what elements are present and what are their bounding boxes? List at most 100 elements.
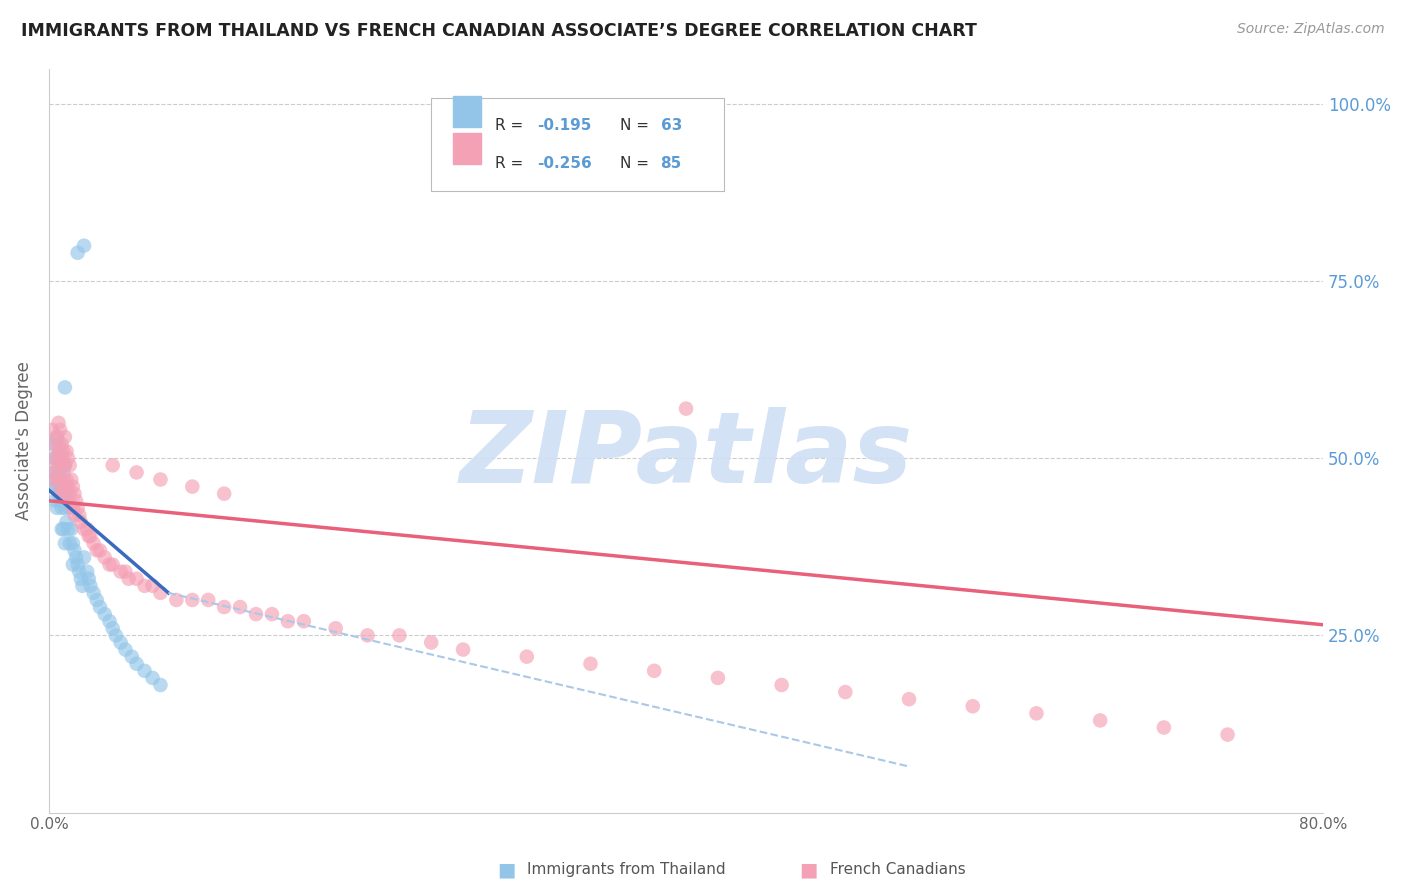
- Text: IMMIGRANTS FROM THAILAND VS FRENCH CANADIAN ASSOCIATE’S DEGREE CORRELATION CHART: IMMIGRANTS FROM THAILAND VS FRENCH CANAD…: [21, 22, 977, 40]
- Point: [67, 565, 90, 579]
- Point: [49, 480, 72, 494]
- Point: [49, 473, 72, 487]
- Point: [52, 493, 75, 508]
- Point: [149, 473, 172, 487]
- Text: R =: R =: [495, 119, 529, 134]
- Point: [89, 600, 111, 615]
- Point: [141, 671, 163, 685]
- Point: [55, 486, 77, 500]
- Point: [1153, 721, 1175, 735]
- Point: [45, 430, 67, 444]
- Point: [52, 466, 75, 480]
- Point: [49, 451, 72, 466]
- Point: [76, 522, 98, 536]
- Text: ■: ■: [799, 860, 818, 880]
- Point: [62, 536, 84, 550]
- Point: [260, 607, 283, 621]
- Point: [59, 486, 82, 500]
- Point: [181, 480, 204, 494]
- Point: [51, 480, 73, 494]
- Point: [101, 458, 124, 473]
- Point: [41, 423, 63, 437]
- Point: [55, 444, 77, 458]
- Point: [149, 678, 172, 692]
- Point: [48, 473, 70, 487]
- Point: [45, 451, 67, 466]
- Point: [388, 628, 411, 642]
- Point: [1088, 714, 1111, 728]
- Point: [59, 458, 82, 473]
- Point: [356, 628, 378, 642]
- Point: [52, 444, 75, 458]
- Point: [49, 493, 72, 508]
- Point: [66, 245, 89, 260]
- Point: [79, 579, 101, 593]
- Point: [89, 543, 111, 558]
- Point: [125, 466, 148, 480]
- Point: [66, 500, 89, 515]
- Point: [181, 593, 204, 607]
- Point: [125, 657, 148, 671]
- Point: [245, 607, 267, 621]
- Bar: [453, 96, 481, 128]
- Point: [56, 493, 79, 508]
- Point: [42, 480, 65, 494]
- Point: [53, 458, 76, 473]
- Text: 63: 63: [661, 119, 682, 134]
- Point: [42, 451, 65, 466]
- Point: [675, 401, 697, 416]
- Point: [579, 657, 602, 671]
- Point: [67, 508, 90, 522]
- Point: [93, 550, 115, 565]
- Point: [83, 536, 105, 550]
- Point: [134, 664, 156, 678]
- Point: [48, 437, 70, 451]
- Text: ZIPatlas: ZIPatlas: [460, 407, 912, 504]
- Point: [63, 508, 86, 522]
- Point: [49, 423, 72, 437]
- Point: [51, 500, 73, 515]
- Point: [73, 550, 96, 565]
- Point: [93, 607, 115, 621]
- Point: [516, 649, 538, 664]
- Point: [451, 642, 474, 657]
- Point: [69, 515, 91, 529]
- Point: [125, 572, 148, 586]
- FancyBboxPatch shape: [432, 98, 724, 191]
- Point: [141, 579, 163, 593]
- Point: [149, 586, 172, 600]
- Point: [48, 486, 70, 500]
- Point: [101, 558, 124, 572]
- Point: [76, 565, 98, 579]
- Point: [134, 579, 156, 593]
- Point: [962, 699, 984, 714]
- Point: [45, 430, 67, 444]
- Point: [51, 458, 73, 473]
- Point: [420, 635, 443, 649]
- Point: [277, 614, 299, 628]
- Point: [62, 500, 84, 515]
- Point: [44, 466, 66, 480]
- Point: [60, 473, 83, 487]
- Text: French Canadians: French Canadians: [830, 863, 966, 877]
- Point: [56, 480, 79, 494]
- Point: [643, 664, 665, 678]
- Point: [51, 486, 73, 500]
- Point: [44, 437, 66, 451]
- Point: [51, 437, 73, 451]
- Point: [62, 480, 84, 494]
- Point: [59, 500, 82, 515]
- Point: [48, 444, 70, 458]
- Point: [73, 238, 96, 252]
- Text: -0.256: -0.256: [537, 155, 592, 170]
- Point: [83, 586, 105, 600]
- Point: [60, 522, 83, 536]
- Point: [52, 522, 75, 536]
- Y-axis label: Associate's Degree: Associate's Degree: [15, 361, 32, 520]
- Point: [77, 529, 100, 543]
- Point: [53, 430, 76, 444]
- Point: [1025, 706, 1047, 721]
- Point: [165, 593, 187, 607]
- Text: R =: R =: [495, 155, 529, 170]
- Point: [62, 558, 84, 572]
